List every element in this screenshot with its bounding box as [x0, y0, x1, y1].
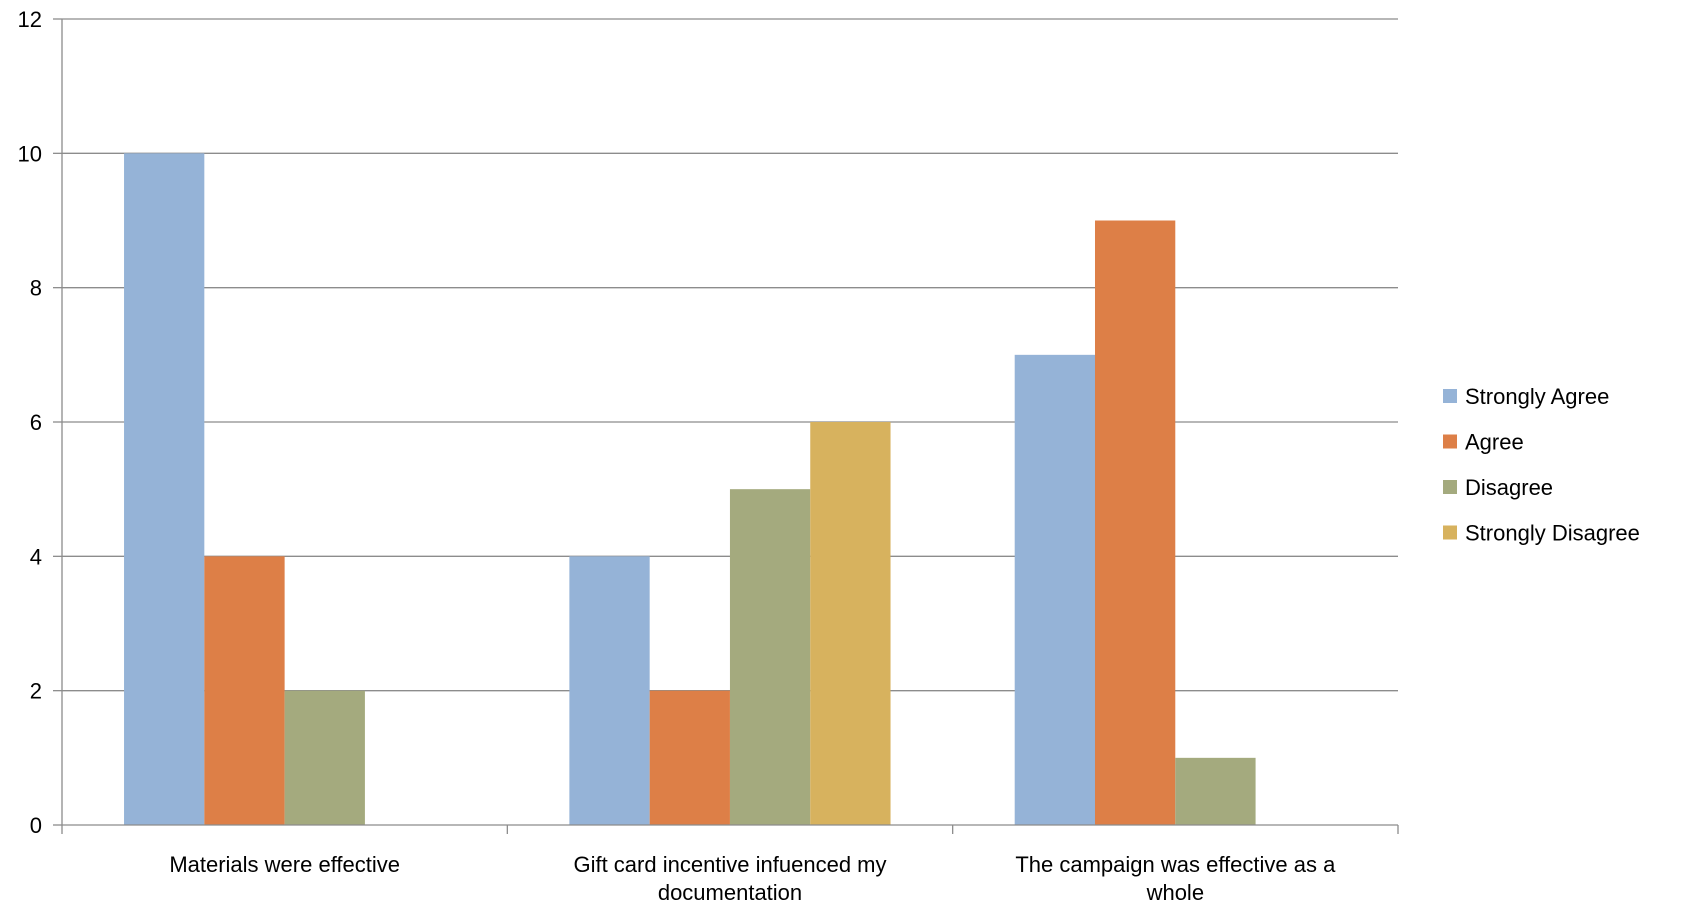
- y-tick-label: 0: [30, 813, 42, 838]
- axes: [53, 18, 1399, 834]
- bar: [1175, 757, 1256, 825]
- x-category-label: The campaign was effective as a: [1015, 852, 1336, 877]
- bar: [1014, 354, 1095, 825]
- y-tick-label: 2: [30, 679, 42, 704]
- y-tick-label: 12: [18, 7, 42, 32]
- x-category-label: Gift card incentive infuenced my: [573, 852, 886, 877]
- y-tick-label: 6: [30, 410, 42, 435]
- y-tick-label: 10: [18, 141, 42, 166]
- legend-swatch: [1443, 525, 1457, 540]
- x-category-label: whole: [1146, 880, 1204, 903]
- gridlines: [62, 18, 1398, 692]
- y-tick-label: 4: [30, 544, 42, 569]
- legend-swatch: [1443, 389, 1457, 403]
- bar: [284, 690, 365, 825]
- legend-label: Strongly Disagree: [1465, 521, 1640, 546]
- bar: [649, 690, 730, 825]
- x-category-label: Materials were effective: [169, 852, 400, 877]
- bar: [729, 489, 811, 825]
- bar: [1094, 220, 1176, 825]
- bar: [124, 153, 205, 826]
- legend-swatch: [1443, 434, 1457, 449]
- x-category-label: documentation: [658, 880, 802, 903]
- bar: [569, 556, 650, 825]
- legend-swatch: [1443, 480, 1457, 494]
- bar: [204, 556, 285, 825]
- legend-label: Disagree: [1465, 475, 1553, 500]
- legend-label: Strongly Agree: [1465, 384, 1609, 409]
- y-tick-labels: 0 2 4 6 8 10 12: [18, 7, 42, 838]
- bar: [810, 422, 891, 825]
- bars: [124, 153, 1256, 826]
- legend-label: Agree: [1465, 430, 1524, 455]
- x-category-labels: Materials were effective Gift card incent…: [169, 852, 1336, 903]
- y-tick-label: 8: [30, 276, 42, 301]
- legend: Strongly Agree Agree Disagree Strongly Disa…: [1443, 384, 1640, 546]
